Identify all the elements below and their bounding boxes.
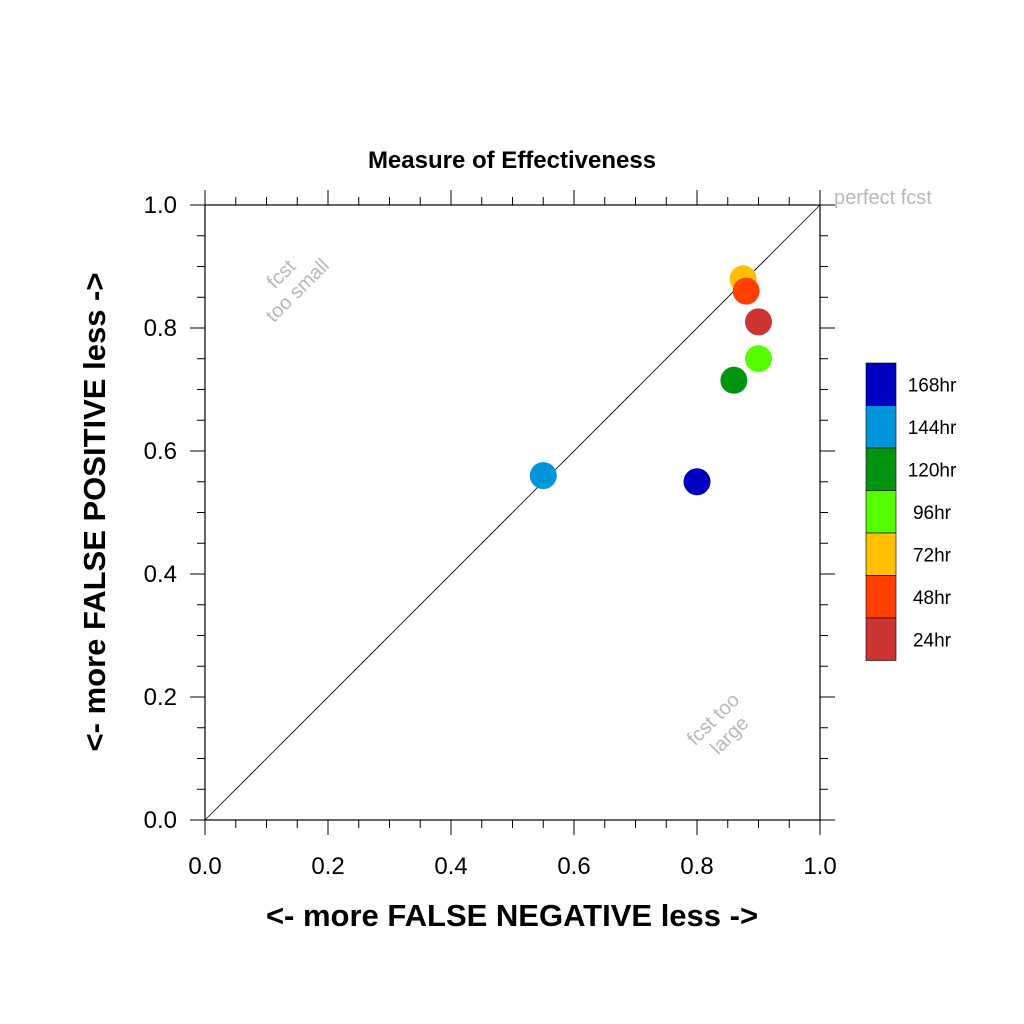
legend-label-24hr: 24hr (913, 630, 952, 651)
y-axis-label: <- more FALSE POSITIVE less -> (77, 273, 112, 752)
legend-label-168hr: 168hr (908, 375, 957, 396)
legend-swatch-96hr (865, 490, 897, 534)
legend-swatch-120hr (865, 447, 897, 491)
legend-label-48hr: 48hr (913, 588, 952, 609)
legend-swatch-24hr (865, 617, 897, 661)
data-point-24hr (745, 308, 772, 336)
y-tick-label: 1.0 (144, 192, 177, 219)
x-axis-label: <- more FALSE NEGATIVE less -> (266, 898, 758, 933)
legend-label-72hr: 72hr (913, 545, 952, 566)
x-tick-label: 0.4 (434, 853, 467, 880)
y-tick-label: 0.0 (144, 807, 177, 834)
x-tick-labels: 0.0 0.2 0.4 0.6 0.8 1.0 (188, 853, 836, 880)
chart-title: Measure of Effectiveness (368, 147, 656, 174)
y-tick-label: 0.6 (144, 438, 177, 465)
legend-label-96hr: 96hr (913, 503, 952, 524)
axis-ticks (190, 190, 835, 835)
legend: 168hr 144hr 120hr 96hr 72hr 48hr 24hr (865, 362, 957, 661)
x-tick-label: 0.8 (680, 853, 713, 880)
x-tick-label: 0.6 (557, 853, 590, 880)
legend-swatch-168hr (865, 362, 897, 406)
y-tick-label: 0.8 (144, 315, 177, 342)
data-point-168hr (683, 468, 711, 496)
legend-label-144hr: 144hr (908, 418, 957, 439)
annotation-perfect-fcst: perfect fcst (834, 187, 932, 209)
x-tick-label: 0.2 (311, 853, 344, 880)
data-point-48hr (732, 277, 760, 305)
x-tick-label: 0.0 (188, 853, 221, 880)
data-point-144hr (529, 462, 557, 490)
legend-swatch-144hr (865, 405, 897, 449)
x-tick-label: 1.0 (803, 853, 836, 880)
y-tick-label: 0.2 (144, 684, 177, 711)
legend-label-120hr: 120hr (908, 460, 957, 481)
legend-swatch-72hr (865, 532, 897, 576)
diagonal-reference-line (204, 204, 821, 821)
y-tick-label: 0.4 (144, 561, 177, 588)
data-point-96hr (745, 345, 772, 373)
y-tick-labels: 0.0 0.2 0.4 0.6 0.8 1.0 (144, 192, 177, 834)
legend-swatch-48hr (865, 575, 897, 619)
data-point-120hr (720, 366, 748, 394)
data-points (529, 265, 772, 496)
